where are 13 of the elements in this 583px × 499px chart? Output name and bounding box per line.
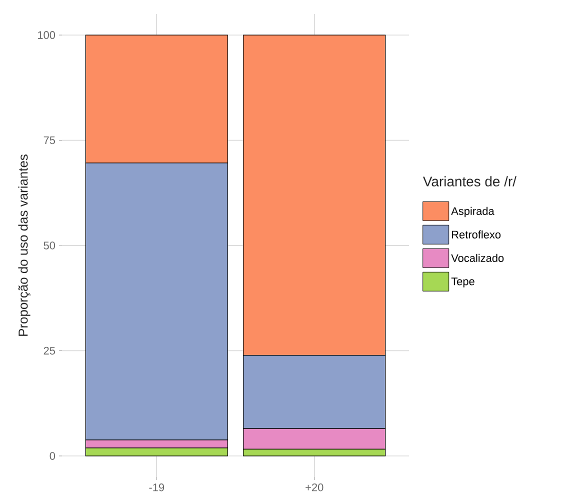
y-tick-label: 50	[44, 242, 56, 250]
y-axis-title: Proporção do uso das variantes	[18, 154, 30, 336]
y-tick-label: 100	[38, 31, 56, 39]
legend-title: Variantes de /r/	[422, 176, 516, 186]
x-tick-label: +20	[306, 484, 324, 492]
y-tick-label: 75	[44, 136, 56, 144]
legend-label: Retroflexo	[452, 230, 501, 238]
legend-label: Aspirada	[451, 206, 494, 218]
legend-label: Vocalizado	[451, 254, 504, 262]
x-tick-label: -19	[149, 484, 164, 492]
legend-label: Tepe	[451, 278, 474, 288]
y-tick-label: 0	[50, 452, 56, 460]
y-tick-label: 25	[44, 346, 56, 355]
